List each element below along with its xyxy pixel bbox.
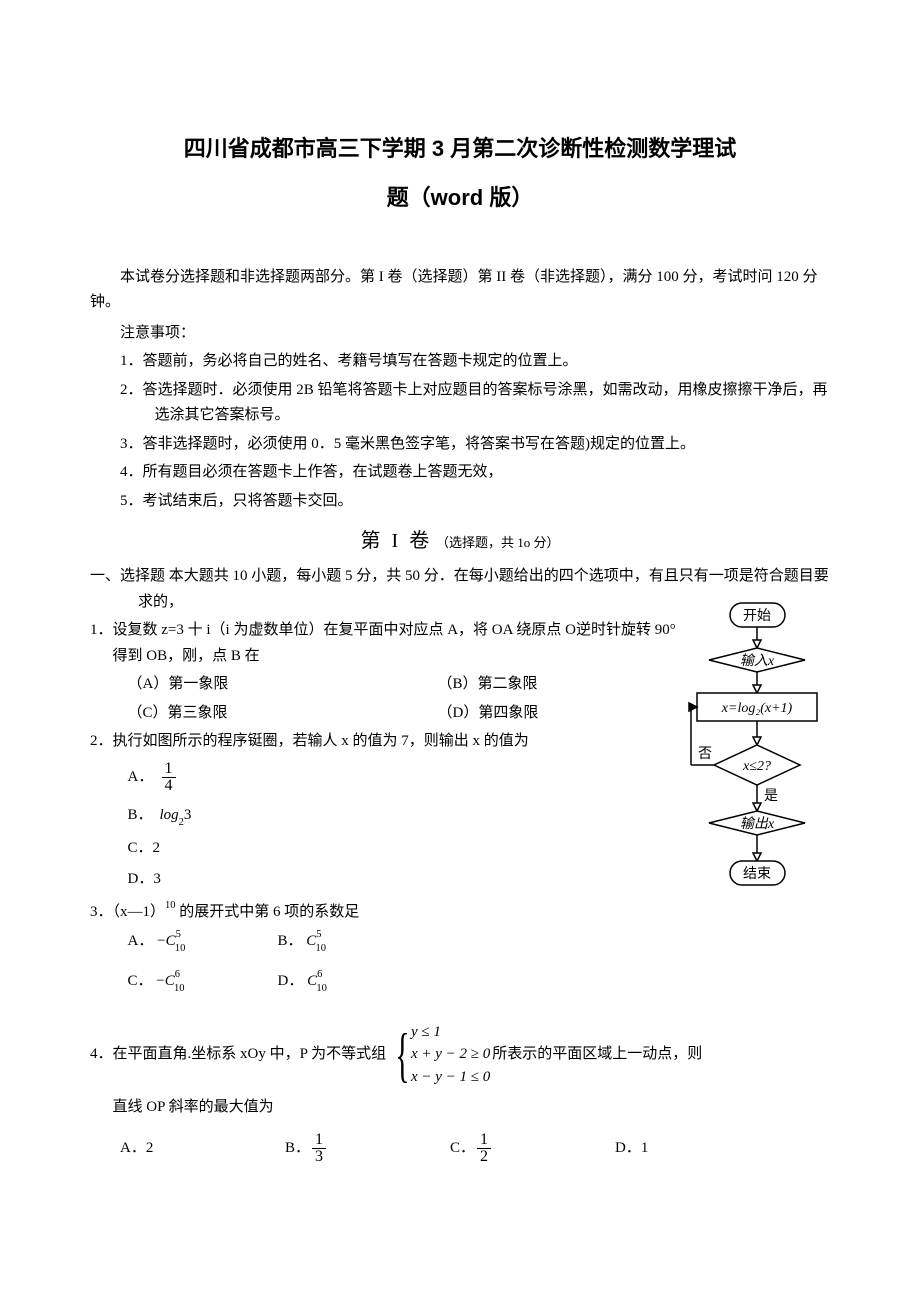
q1-choices-row2: （C）第三象限 （D）第四象限 (128, 701, 681, 727)
q4-choice-A: A．2 (120, 1136, 285, 1162)
q3-choice-C: C． −C610 (128, 968, 278, 996)
q3-exponent: 10 (165, 900, 176, 911)
q3-D-sup: 6 (317, 969, 322, 980)
q4-choice-C: C． 1 2 (450, 1129, 615, 1168)
notice-item-5: 5．考试结束后，只将答题卡交回。 (90, 489, 830, 515)
q2-D-label: D．3 (128, 867, 161, 893)
notice-item-4: 4．所有题目必须在答题卡上作答，在试题卷上答题无效， (90, 460, 830, 486)
q3-A-neg: − (157, 933, 165, 949)
q2-B-math: log23 (160, 803, 192, 830)
q4-choices: A．2 B． 1 3 C． 1 2 D．1 (120, 1129, 830, 1168)
intro-paragraph: 本试卷分选择题和非选择题两部分。第 I 卷（选择题）第 II 卷（非选择题），满… (90, 265, 830, 316)
frac-den: 4 (162, 778, 176, 794)
q4-sys1: y ≤ 1 (411, 1021, 490, 1044)
q3-B-C: C (306, 933, 316, 949)
q4-B-frac: 1 3 (312, 1132, 326, 1165)
frac-num: 1 (477, 1132, 491, 1149)
q3-B-sup: 5 (316, 929, 321, 940)
q2-choices: A． 1 4 B． log23 C．2 D．3 (128, 758, 681, 893)
q4-C-label: C． (450, 1136, 475, 1162)
q1-choice-A: （A）第一象限 (128, 672, 438, 698)
q4-choice-B: B． 1 3 (285, 1129, 450, 1168)
q2-B-base: 2 (179, 817, 184, 828)
frac-den: 2 (477, 1149, 491, 1165)
q2-B-label: B． (128, 803, 160, 829)
brace-icon: { (395, 1025, 409, 1085)
flowchart-diagram: 开始 输入x x=log₂(x+1) x≤2? 否 (685, 598, 830, 938)
q4-stem-p2: 所表示的平面区域上一动点，则 (492, 1042, 702, 1068)
q2-C-label: C．2 (128, 836, 161, 862)
q3-D-label: D． (278, 973, 304, 989)
q4-choice-D: D．1 (615, 1136, 780, 1162)
q3-C-neg: − (156, 973, 164, 989)
fc-start-text: 开始 (743, 608, 771, 624)
q3-D-sub: 10 (316, 983, 327, 994)
section-subtitle: （选择题，共 1o 分） (436, 535, 560, 550)
q3-B-label: B． (278, 933, 303, 949)
q4-B-label: B． (285, 1136, 310, 1162)
q3-choice-B: B． C5 10 (278, 928, 428, 956)
notice-item-3: 3．答非选择题时，必须使用 0．5 毫米黑色签字笔，将答案书写在答题)规定的位置… (90, 432, 830, 458)
q2-choice-B: B． log23 (128, 803, 681, 830)
q3-C-label: C． (128, 973, 153, 989)
q4-C-frac: 1 2 (477, 1132, 491, 1165)
q4-sys3: x − y − 1 ≤ 0 (411, 1066, 490, 1089)
q2-A-label: A． (128, 765, 160, 791)
notice-item-1: 1．答题前，务必将自己的姓名、考籍号填写在答题卡规定的位置上。 (90, 349, 830, 375)
q1-choice-B: （B）第二象限 (438, 672, 598, 698)
q4-system: { y ≤ 1 x + y − 2 ≥ 0 x − y − 1 ≤ 0 (388, 1021, 490, 1089)
q1-choice-C: （C）第三象限 (128, 701, 438, 727)
q3-choice-A: A． −C510 (128, 928, 278, 956)
q3-stem: 3．（x—1）10 的展开式中第 6 项的系数足 (113, 899, 681, 926)
q2-stem: 2．执行如图所示的程序铤圈，若输人 x 的值为 7，则输出 x 的值为 (113, 729, 681, 755)
frac-den: 3 (312, 1149, 326, 1165)
q1-choice-D: （D）第四象限 (438, 701, 598, 727)
notice-item-2: 2．答选择题时．必须使用 2B 铅笔将答题卡上对应题目的答案标号涂黑，如需改动，… (125, 378, 831, 429)
q3-A-label: A． (128, 933, 154, 949)
q2-A-frac: 1 4 (162, 761, 176, 794)
section-title: 第 I 卷 (361, 530, 433, 552)
q2-choice-C: C．2 (128, 836, 681, 862)
q1-choices-row1: （A）第一象限 （B）第二象限 (128, 672, 681, 698)
frac-num: 1 (312, 1132, 326, 1149)
page-title-line1: 四川省成都市高三下学期 3 月第二次诊断性检测数学理试 (90, 130, 830, 167)
page-title-line2: 题（word 版） (90, 179, 830, 216)
q3-B-sub: 10 (316, 943, 327, 954)
q2-choice-D: D．3 (128, 867, 681, 893)
section-header: 第 I 卷 （选择题，共 1o 分） (90, 524, 830, 558)
q4-stem-p1: 4．在平面直角.坐标系 xOy 中，P 为不等式组 (90, 1042, 386, 1068)
frac-num: 1 (162, 761, 176, 778)
q4-stem-line1: 4．在平面直角.坐标系 xOy 中，P 为不等式组 { y ≤ 1 x + y … (90, 1017, 830, 1093)
notice-header: 注意事项： (90, 321, 830, 347)
fc-assign-text: x=log₂(x+1) (721, 701, 793, 716)
q3-C-sup: 6 (175, 969, 180, 980)
q3-stem-prefix: 3．（x—1） (90, 904, 165, 920)
q2-B-arg: 3 (184, 807, 192, 823)
fc-output-text: 输出x (740, 816, 775, 832)
q3-row2: C． −C610 D． C610 (128, 968, 681, 996)
q2-B-log: log (160, 807, 179, 823)
q3-stem-suffix: 的展开式中第 6 项的系数足 (179, 904, 359, 920)
q2-choice-A: A． 1 4 (128, 758, 681, 797)
fc-cond-text: x≤2? (742, 759, 771, 774)
q3-A-sub: 10 (175, 943, 186, 954)
q4-system-col: y ≤ 1 x + y − 2 ≥ 0 x − y − 1 ≤ 0 (411, 1021, 490, 1089)
fc-input-text: 输入x (740, 653, 775, 669)
fc-end-text: 结束 (743, 866, 771, 882)
q3-C-sub: 10 (174, 983, 185, 994)
q3-choice-D: D． C610 (278, 968, 428, 996)
q4-stem-line2: 直线 OP 斜率的最大值为 (113, 1095, 831, 1121)
fc-yes-text: 是 (764, 789, 778, 804)
fc-no-text: 否 (698, 747, 712, 762)
q3-row1: A． −C510 B． C510 (128, 928, 681, 956)
q3-A-sup: 5 (176, 929, 181, 940)
q4-sys2: x + y − 2 ≥ 0 (411, 1043, 490, 1066)
flowchart-svg: 开始 输入x x=log₂(x+1) x≤2? 否 (685, 598, 830, 928)
q1-stem: 1．设复数 z=3 十 i（i 为虚数单位）在复平面中对应点 A，将 OA 绕原… (113, 618, 681, 669)
